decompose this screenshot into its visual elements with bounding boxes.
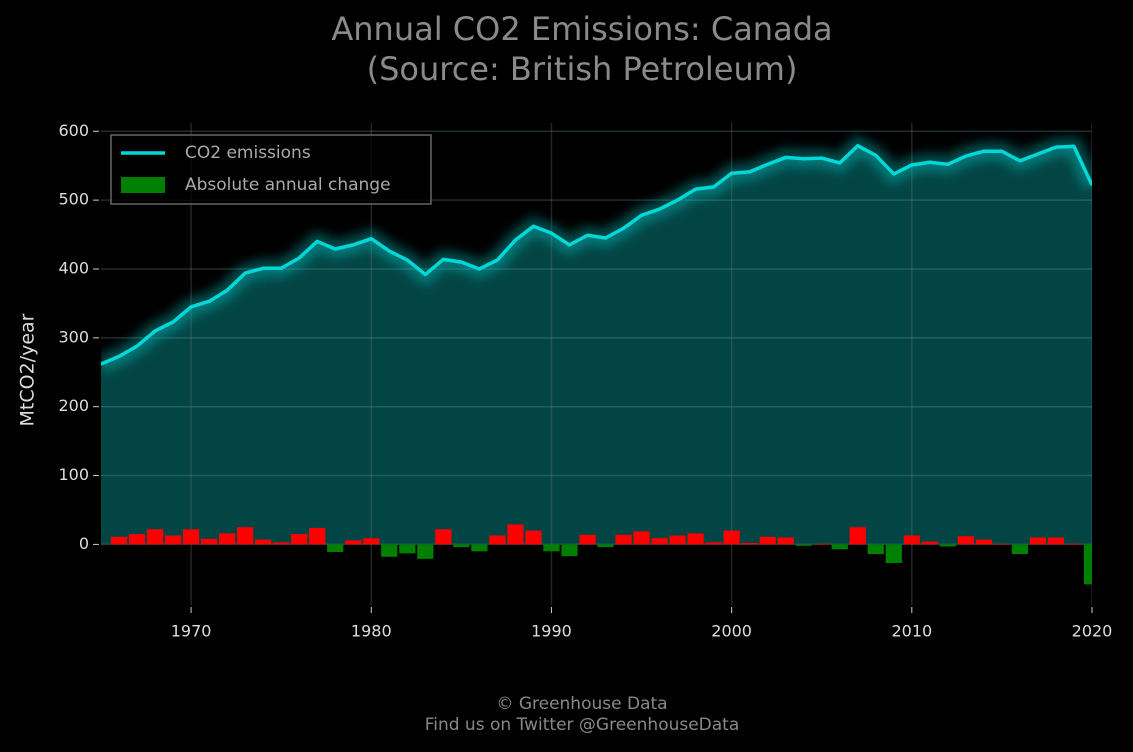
bar: [363, 538, 380, 545]
bar: [597, 544, 614, 548]
bar: [1011, 544, 1029, 555]
y-tick-label: 300: [58, 327, 89, 346]
bar: [201, 538, 218, 545]
bar: [327, 544, 344, 552]
bar: [1065, 543, 1083, 545]
x-tick-label: 1990: [531, 622, 572, 641]
bar: [417, 544, 434, 559]
footer: Find us on Twitter @GreenhouseData: [425, 715, 740, 735]
x-tick-label: 2000: [711, 622, 752, 641]
bar: [164, 535, 182, 545]
bar: [687, 533, 704, 545]
axes: 0 100 200 300 400 500 600 1970 1980 1990 2000 2010 2…: [58, 121, 1112, 641]
legend-swatch: [121, 177, 165, 193]
x-tick-label: 2020: [1072, 622, 1113, 641]
x-tick-label: 1970: [171, 622, 212, 641]
bar: [291, 534, 308, 545]
bar: [633, 531, 650, 545]
bar: [957, 536, 974, 545]
bar: [849, 527, 866, 545]
y-tick-label: 0: [79, 534, 89, 553]
bar: [993, 543, 1011, 545]
footer: © Greenhouse Data: [496, 694, 667, 714]
bar: [255, 539, 272, 545]
bar: [939, 544, 956, 547]
bar: [345, 540, 362, 545]
bar: [669, 535, 686, 545]
bar: [110, 536, 128, 545]
bar: [615, 534, 632, 545]
bar: [885, 544, 902, 563]
y-axis-label: MtCO2/year: [17, 313, 39, 426]
bar: [219, 533, 236, 545]
bar: [975, 539, 992, 545]
bar: [561, 544, 578, 557]
legend-label: Absolute annual change: [185, 175, 391, 195]
bar: [399, 544, 416, 554]
bar: [471, 544, 488, 552]
bar: [651, 538, 668, 545]
bar: [507, 524, 524, 545]
bar: [831, 544, 848, 550]
x-tick-label: 2010: [891, 622, 932, 641]
bar: [309, 527, 326, 545]
bar: [489, 535, 506, 545]
y-tick-label: 100: [58, 465, 89, 484]
bar: [867, 544, 884, 555]
y-tick-label: 600: [58, 121, 89, 140]
bar: [903, 535, 920, 545]
bar: [273, 542, 290, 545]
bar: [1047, 537, 1065, 545]
bar: [525, 530, 542, 545]
bar: [777, 537, 794, 545]
bar: [1029, 537, 1047, 545]
bar: [435, 529, 452, 545]
chart-title: Annual CO2 Emissions: Canada: [331, 10, 832, 48]
bar: [579, 534, 596, 545]
legend-label: CO2 emissions: [185, 143, 311, 163]
bar: [723, 530, 740, 545]
line: [101, 143, 1092, 366]
y-tick-label: 500: [58, 190, 89, 209]
x-tick-label: 1980: [351, 622, 392, 641]
area: [101, 145, 1092, 545]
bar: [813, 543, 830, 545]
bar: [146, 529, 164, 545]
bar: [453, 544, 470, 548]
bar: [237, 527, 254, 545]
bar: [705, 542, 722, 545]
bar: [182, 529, 200, 545]
bar: [381, 544, 398, 557]
y-tick-label: 200: [58, 396, 89, 415]
chart-subtitle: (Source: British Petroleum): [367, 50, 798, 88]
bar: [1083, 544, 1092, 585]
bar: [795, 544, 812, 546]
bar: [543, 544, 560, 552]
bar: [921, 541, 938, 545]
y-tick-label: 400: [58, 258, 89, 277]
bar: [741, 543, 758, 545]
bar: [759, 536, 776, 545]
plot-area: [101, 123, 1092, 605]
bar: [128, 534, 146, 545]
